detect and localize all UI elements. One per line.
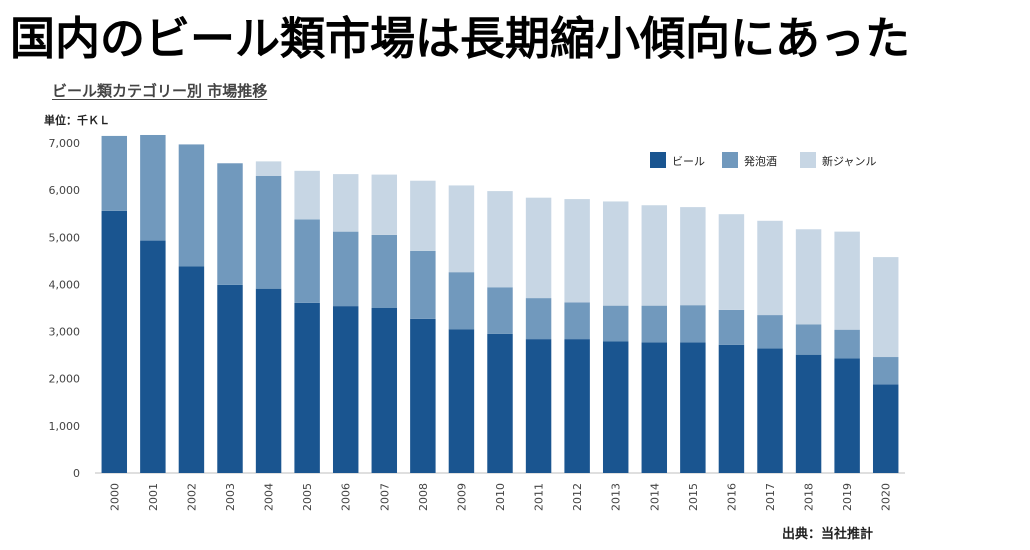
x-tick-label: 2011 <box>533 483 546 511</box>
y-tick-label: 2,000 <box>49 373 81 386</box>
bar-segment <box>294 302 320 473</box>
y-tick-label: 0 <box>73 467 80 480</box>
bar-segment <box>101 210 128 473</box>
bar-segment <box>680 207 706 306</box>
bar-segment <box>255 161 282 176</box>
x-tick-label: 2018 <box>803 483 816 511</box>
bar-segment <box>525 298 552 340</box>
source-note: 出典：当社推計 <box>782 527 874 542</box>
x-tick-label: 2000 <box>108 483 121 511</box>
bar-segment <box>834 358 860 473</box>
chart-title: ビール類カテゴリー別 市場推移 <box>52 82 268 100</box>
bar-segment <box>602 201 629 306</box>
bar-segment <box>410 318 436 473</box>
x-tick-label: 2015 <box>687 483 700 511</box>
bar-segment <box>872 357 899 385</box>
bar-segment <box>332 231 359 307</box>
x-tick-label: 2016 <box>725 483 738 511</box>
bar-segment <box>641 342 668 473</box>
bar-segment <box>757 315 783 349</box>
x-tick-label: 2020 <box>880 483 893 511</box>
bar-segment <box>101 135 128 211</box>
x-tick-label: 2006 <box>340 483 353 511</box>
bar-segment <box>834 231 860 330</box>
y-tick-label: 6,000 <box>49 184 81 197</box>
legend-label: ビール <box>672 155 705 168</box>
x-tick-label: 2012 <box>571 483 584 511</box>
bar-segment <box>255 176 282 289</box>
bar-segment <box>795 324 822 355</box>
x-tick-label: 2019 <box>841 483 854 511</box>
page-headline: 国内のビール類市場は長期縮小傾向にあった <box>10 12 911 65</box>
y-tick-label: 5,000 <box>49 231 81 244</box>
x-tick-label: 2009 <box>455 483 468 511</box>
bar-segment <box>332 174 359 232</box>
bar-segment <box>487 191 513 288</box>
bar-segment <box>718 344 745 473</box>
x-tick-label: 2002 <box>185 483 198 511</box>
bar-segment <box>757 348 783 473</box>
bar-segment <box>178 144 205 267</box>
legend-label: 新ジャンル <box>822 154 876 168</box>
bar-segment <box>178 266 205 473</box>
bar-segment <box>371 174 398 235</box>
x-tick-label: 2013 <box>610 483 623 511</box>
x-tick-label: 2005 <box>301 483 314 511</box>
x-tick-label: 2017 <box>764 483 777 511</box>
bar-segment <box>255 288 282 473</box>
x-tick-label: 2008 <box>417 483 430 511</box>
legend-swatch <box>650 152 666 168</box>
x-tick-label: 2004 <box>263 483 276 511</box>
x-tick-label: 2010 <box>494 483 507 511</box>
bar-segment <box>564 199 590 303</box>
y-tick-label: 1,000 <box>49 420 81 433</box>
bar-segment <box>332 306 359 473</box>
bar-segment <box>487 287 513 334</box>
legend-swatch <box>722 152 738 168</box>
bar-segment <box>872 384 899 473</box>
bar-segment <box>448 185 475 273</box>
bar-segment <box>602 305 629 342</box>
bar-segment <box>217 284 243 473</box>
bar-segment <box>410 250 436 319</box>
bar-segment <box>448 329 475 473</box>
bar-segment <box>641 205 668 306</box>
bar-segment <box>718 309 745 345</box>
legend-label: 発泡酒 <box>744 154 777 168</box>
bar-segment <box>371 308 398 473</box>
bar-segment <box>448 272 475 330</box>
bar-segment <box>795 229 822 325</box>
bar-segment <box>564 339 590 473</box>
legend-swatch <box>800 152 816 168</box>
bar-segment <box>795 354 822 473</box>
bar-segment <box>140 240 166 473</box>
x-tick-label: 2003 <box>224 483 237 511</box>
unit-label: 単位：千ＫＬ <box>44 114 110 127</box>
bar-segment <box>294 219 320 303</box>
bar-segment <box>641 305 668 343</box>
x-tick-label: 2001 <box>147 483 160 511</box>
bar-segment <box>217 163 243 285</box>
bar-segment <box>525 197 552 299</box>
bar-segment <box>294 170 320 220</box>
bar-segment <box>525 339 552 473</box>
bar-segment <box>757 220 783 316</box>
y-tick-label: 7,000 <box>49 137 81 150</box>
y-tick-label: 4,000 <box>49 278 81 291</box>
bar-segment <box>602 341 629 473</box>
bar-segment <box>834 329 860 359</box>
y-tick-label: 3,000 <box>49 326 81 339</box>
x-tick-label: 2014 <box>648 483 661 511</box>
bar-segment <box>487 333 513 473</box>
bar-segment <box>872 257 899 358</box>
bar-segment <box>564 302 590 340</box>
bar-segment <box>410 180 436 251</box>
bar-segment <box>371 234 398 308</box>
bar-segment <box>680 342 706 473</box>
bar-segment <box>680 305 706 343</box>
x-tick-label: 2007 <box>378 483 391 511</box>
bar-segment <box>718 214 745 310</box>
bar-segment <box>140 134 166 241</box>
